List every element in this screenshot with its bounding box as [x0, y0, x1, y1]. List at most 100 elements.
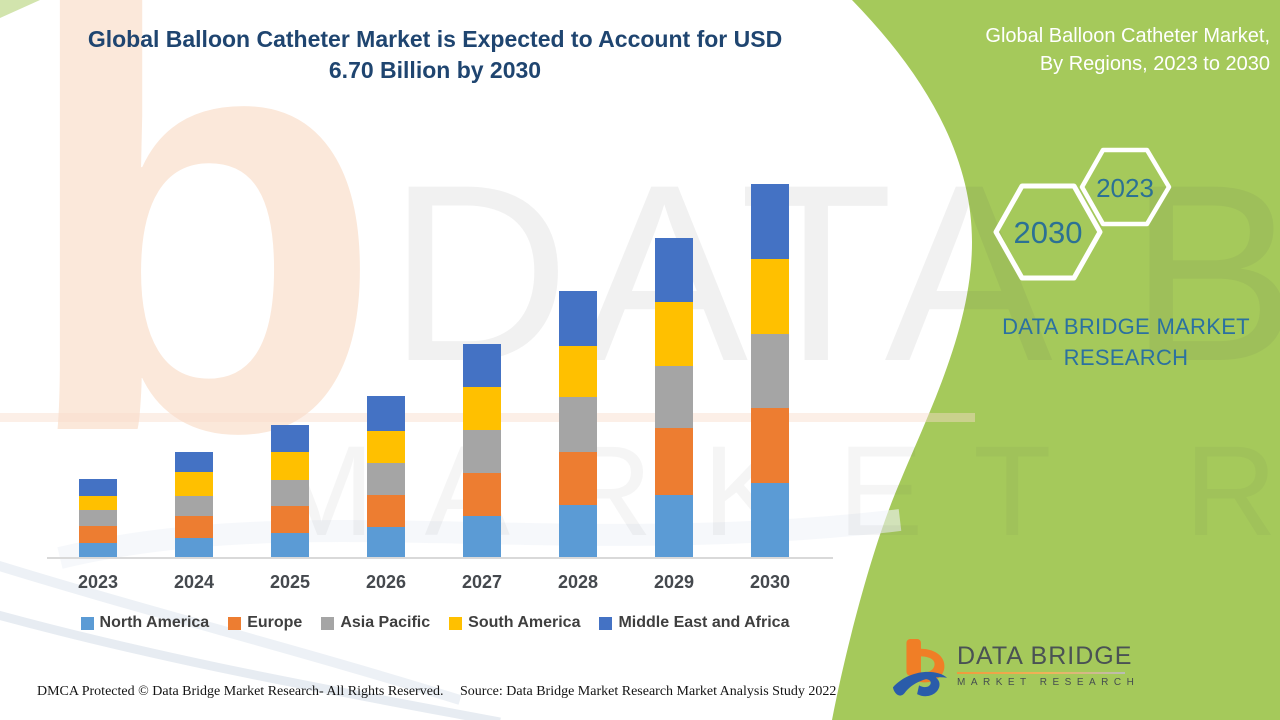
- bar-segment-2027-south-america: [463, 387, 501, 431]
- x-axis-label-2024: 2024: [173, 572, 215, 592]
- swoosh-arc-1: [0, 560, 462, 705]
- brand-wordmark-line2: RESEARCH: [1063, 345, 1189, 370]
- legend-item-asia-pacific: Asia Pacific: [321, 614, 430, 632]
- bar-segment-2029-north-america: [655, 494, 693, 558]
- bar-segment-2026-europe: [367, 495, 405, 527]
- x-axis-label-2027: 2027: [461, 572, 503, 592]
- legend-swatch: [80, 617, 94, 630]
- green-corner-triangle: [0, 0, 40, 18]
- bar-segment-2025-north-america: [271, 532, 309, 558]
- watermark-logo-letter: b: [18, 0, 385, 557]
- x-axis-label-2030: 2030: [749, 572, 791, 592]
- chart-title-line2: 6.70 Billion by 2030: [328, 57, 542, 83]
- bar-segment-2025-middle-east-and-africa: [271, 425, 309, 453]
- panel-title-line2: By Regions, 2023 to 2030: [1039, 53, 1270, 75]
- legend-swatch: [449, 617, 463, 630]
- bar-segment-2025-europe: [271, 506, 309, 533]
- brand-wordmark: DATA BRIDGE MARKET RESEARCH: [950, 311, 1280, 373]
- bar-segment-2026-asia-pacific: [367, 462, 405, 496]
- x-axis-labels: 2023 2024 2025 2026 2027 2028 2029 2030: [0, 572, 860, 598]
- bar-segment-2028-europe: [559, 452, 597, 505]
- company-logo-text: DATA BRIDGE MARKET RESEARCH: [957, 637, 1139, 688]
- chart-title-line1: Global Balloon Catheter Market is Expect…: [87, 26, 783, 52]
- dmca-notice: DMCA Protected © Data Bridge Market Rese…: [37, 684, 444, 699]
- bar-segment-2024-europe: [175, 516, 213, 538]
- bar-segment-2028-middle-east-and-africa: [559, 290, 597, 346]
- bar-segment-2023-asia-pacific: [79, 509, 117, 527]
- bar-segment-2030-middle-east-and-africa: [751, 184, 789, 260]
- bar-segment-2026-north-america: [367, 526, 405, 558]
- bar-segment-2028-south-america: [559, 345, 597, 397]
- bar-segment-2029-asia-pacific: [655, 365, 693, 428]
- bar-segment-2023-south-america: [79, 495, 117, 510]
- swoosh-arc-2: [0, 610, 501, 720]
- panel-title-line1: Global Balloon Catheter Market,: [985, 25, 1270, 47]
- bar-2027: [463, 344, 501, 558]
- bar-chart-plot-area: [0, 184, 860, 558]
- chart-legend: North America Europe Asia Pacific South Ame…: [0, 614, 870, 632]
- logo-d-bowl: [917, 673, 940, 697]
- bar-2026: [367, 396, 405, 558]
- bar-2030: [751, 184, 789, 558]
- legend-swatch: [321, 617, 335, 630]
- x-axis-label-2028: 2028: [557, 572, 599, 592]
- bar-2024: [175, 451, 213, 558]
- brand-wordmark-line1: DATA BRIDGE MARKET: [1002, 314, 1250, 339]
- company-logo-divider: [957, 672, 1125, 674]
- legend-item-north-america: North America: [80, 614, 210, 632]
- bar-segment-2028-asia-pacific: [559, 396, 597, 452]
- bar-segment-2025-asia-pacific: [271, 479, 309, 507]
- bar-2029: [655, 237, 693, 558]
- bar-2023: [79, 478, 117, 558]
- legend-label: Europe: [247, 614, 303, 631]
- bar-segment-2026-south-america: [367, 431, 405, 463]
- bar-segment-2029-middle-east-and-africa: [655, 237, 693, 302]
- legend-label: Middle East and Africa: [618, 614, 790, 631]
- legend-swatch: [228, 617, 242, 630]
- bar-segment-2024-south-america: [175, 472, 213, 497]
- bar-segment-2030-south-america: [751, 259, 789, 334]
- company-logo-icon: [892, 639, 948, 697]
- bar-segment-2030-north-america: [751, 483, 789, 558]
- x-axis-line: [47, 557, 833, 559]
- x-axis-label-2026: 2026: [365, 572, 407, 592]
- bar-segment-2024-asia-pacific: [175, 496, 213, 517]
- chart-title: Global Balloon Catheter Market is Expect…: [55, 24, 815, 86]
- bar-segment-2030-asia-pacific: [751, 333, 789, 409]
- panel-title: Global Balloon Catheter Market, By Regio…: [898, 22, 1270, 78]
- bar-segment-2029-south-america: [655, 301, 693, 366]
- x-axis-label-2025: 2025: [269, 572, 311, 592]
- bar-2028: [559, 290, 597, 558]
- x-axis-label-2029: 2029: [653, 572, 695, 592]
- bar-segment-2023-europe: [79, 526, 117, 543]
- legend-item-middle-east-and-africa: Middle East and Africa: [599, 614, 789, 632]
- legend-label: North America: [99, 614, 210, 631]
- bar-segment-2027-middle-east-and-africa: [463, 344, 501, 388]
- logo-b-stem: [906, 639, 921, 676]
- bar-segment-2027-europe: [463, 473, 501, 517]
- bar-segment-2028-north-america: [559, 505, 597, 558]
- x-axis-label-2023: 2023: [77, 572, 119, 592]
- bar-segment-2025-south-america: [271, 452, 309, 480]
- logo-swoosh: [892, 671, 948, 696]
- bar-segment-2027-asia-pacific: [463, 430, 501, 474]
- legend-label: Asia Pacific: [340, 614, 431, 631]
- source-note: Source: Data Bridge Market Research Mark…: [460, 684, 837, 699]
- bar-segment-2023-north-america: [79, 542, 117, 558]
- bar-segment-2030-europe: [751, 408, 789, 484]
- company-logo-name: DATA BRIDGE: [957, 642, 1133, 670]
- legend-item-south-america: South America: [449, 614, 580, 632]
- bar-segment-2024-north-america: [175, 537, 213, 558]
- bar-segment-2024-middle-east-and-africa: [175, 451, 213, 473]
- company-logo-subtitle: MARKET RESEARCH: [957, 677, 1140, 688]
- legend-label: South America: [468, 614, 581, 631]
- bar-segment-2023-middle-east-and-africa: [79, 478, 117, 496]
- bar-segment-2029-europe: [655, 427, 693, 495]
- bar-2025: [271, 425, 309, 558]
- legend-swatch: [599, 617, 613, 630]
- bar-segment-2027-north-america: [463, 516, 501, 558]
- legend-item-europe: Europe: [228, 614, 302, 632]
- bar-segment-2026-middle-east-and-africa: [367, 396, 405, 432]
- company-logo: DATA BRIDGE MARKET RESEARCH: [891, 637, 1139, 701]
